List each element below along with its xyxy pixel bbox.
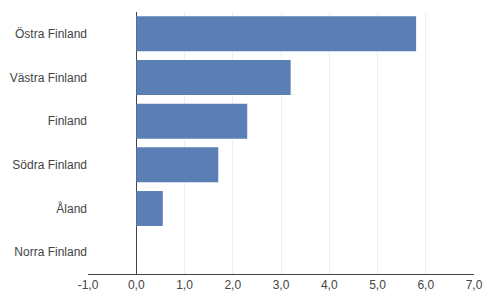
- svg-text:1,0: 1,0: [176, 278, 193, 292]
- svg-text:Östra Finland: Östra Finland: [15, 27, 87, 41]
- svg-text:Norra Finland: Norra Finland: [14, 245, 87, 259]
- svg-text:0,0: 0,0: [128, 278, 145, 292]
- svg-text:Finland: Finland: [48, 114, 87, 128]
- svg-text:3,0: 3,0: [273, 278, 290, 292]
- svg-text:Åland: Åland: [56, 201, 87, 216]
- svg-text:-1,0: -1,0: [78, 278, 99, 292]
- svg-text:4,0: 4,0: [321, 278, 338, 292]
- svg-text:2,0: 2,0: [224, 278, 241, 292]
- svg-text:7,0: 7,0: [466, 278, 483, 292]
- svg-text:Västra Finland: Västra Finland: [10, 71, 87, 85]
- svg-text:5,0: 5,0: [369, 278, 386, 292]
- svg-text:Södra Finland: Södra Finland: [12, 158, 87, 172]
- svg-text:6,0: 6,0: [417, 278, 434, 292]
